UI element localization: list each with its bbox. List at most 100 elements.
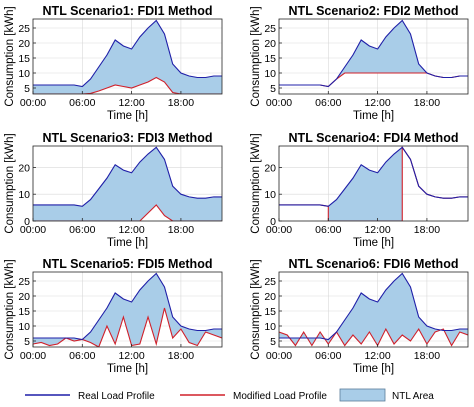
chart-title: NTL Scenario6: FDI6 Method (289, 257, 459, 271)
x-tick-label: 18:00 (168, 97, 194, 109)
y-tick-label: 10 (18, 189, 30, 201)
y-tick-label: 10 (264, 321, 276, 333)
real-load-line (279, 146, 468, 207)
chart-panel-2: 00:00 06:00 12:00 18:00 5 10 15 20 25 NTL Scenari… (250, 4, 469, 122)
x-axis-label: Time [h] (107, 363, 148, 375)
y-tick-label: 20 (264, 38, 276, 50)
legend-modified-label: Modified Load Profile (233, 391, 327, 402)
real-load-line (279, 19, 468, 88)
chart-panel-3: 00:00 06:00 12:00 18:00 0 10 20 NTL Scenario3: … (4, 131, 223, 249)
y-tick-label: 20 (264, 291, 276, 303)
y-tick-label: 10 (18, 321, 30, 333)
ntl-area (279, 147, 468, 221)
y-tick-label: 20 (18, 38, 30, 50)
y-tick-label: 15 (18, 306, 30, 318)
modified-load-line (33, 76, 222, 94)
chart-title: NTL Scenario3: FDI3 Method (43, 131, 213, 145)
real-load-line (279, 272, 468, 341)
y-tick-label: 25 (18, 23, 30, 35)
x-tick-label: 06:00 (315, 350, 341, 362)
y-axis-label: Consumption [kWh] (250, 259, 262, 359)
ntl-area (279, 273, 468, 346)
x-tick-label: 12:00 (364, 97, 390, 109)
x-tick-label: 06:00 (69, 97, 95, 109)
x-tick-label: 12:00 (118, 350, 144, 362)
ntl-area (33, 273, 222, 347)
x-axis-label: Time [h] (107, 110, 148, 122)
y-tick-label: 15 (264, 53, 276, 65)
y-axis-label: Consumption [kWh] (250, 6, 262, 106)
y-axis-label: Consumption [kWh] (4, 259, 16, 359)
x-tick-label: 12:00 (118, 97, 144, 109)
axes-box (278, 145, 469, 222)
x-tick-label: 06:00 (315, 97, 341, 109)
modified-load-line (279, 327, 468, 347)
y-tick-label: 10 (264, 68, 276, 80)
x-tick-label: 00:00 (20, 350, 46, 362)
y-tick-label: 25 (264, 276, 276, 288)
y-tick-label: 15 (264, 306, 276, 318)
x-tick-label: 00:00 (266, 97, 292, 109)
y-tick-label: 5 (24, 83, 30, 95)
y-tick-label: 10 (18, 68, 30, 80)
y-tick-label: 25 (18, 276, 30, 288)
x-tick-label: 00:00 (266, 224, 292, 236)
y-tick-label: 20 (18, 162, 30, 174)
y-tick-label: 5 (270, 336, 276, 348)
x-tick-label: 18:00 (414, 97, 440, 109)
x-tick-label: 18:00 (168, 224, 194, 236)
x-tick-label: 18:00 (414, 350, 440, 362)
x-axis-label: Time [h] (353, 237, 394, 249)
real-load-line (33, 272, 222, 341)
chart-title: NTL Scenario1: FDI1 Method (43, 4, 213, 18)
modified-load-line (33, 307, 222, 347)
x-axis-label: Time [h] (353, 363, 394, 375)
axes-box (278, 271, 469, 348)
y-axis-label: Consumption [kWh] (4, 6, 16, 106)
x-tick-label: 12:00 (118, 224, 144, 236)
y-axis-label: Consumption [kWh] (250, 133, 262, 233)
y-tick-label: 20 (18, 291, 30, 303)
x-axis-label: Time [h] (107, 237, 148, 249)
axes-box (32, 271, 223, 348)
chart-panel-1: 00:00 06:00 12:00 18:00 5 10 15 20 25 NTL Scenari… (4, 4, 223, 122)
y-tick-label: 5 (270, 83, 276, 95)
legend-area-swatch (339, 388, 386, 402)
y-axis-label: Consumption [kWh] (4, 133, 16, 233)
y-tick-label: 15 (18, 53, 30, 65)
chart-panel-4: 00:00 06:00 12:00 18:00 0 10 20 NTL Scenario4: … (250, 131, 469, 249)
x-tick-label: 00:00 (20, 97, 46, 109)
chart-panel-5: 00:00 06:00 12:00 18:00 5 10 15 20 25 NTL Scenari… (4, 257, 223, 375)
legend-area-label: NTL Area (392, 391, 434, 402)
y-tick-label: 20 (264, 162, 276, 174)
x-axis-label: Time [h] (353, 110, 394, 122)
x-tick-label: 06:00 (69, 350, 95, 362)
chart-title: NTL Scenario2: FDI2 Method (289, 4, 459, 18)
y-tick-label: 0 (270, 216, 276, 228)
y-tick-label: 10 (264, 189, 276, 201)
ntl-area (33, 147, 222, 221)
ntl-area (33, 20, 222, 94)
x-tick-label: 12:00 (364, 350, 390, 362)
x-tick-label: 00:00 (20, 224, 46, 236)
x-tick-label: 06:00 (69, 224, 95, 236)
x-tick-label: 00:00 (266, 350, 292, 362)
x-tick-label: 18:00 (414, 224, 440, 236)
y-tick-label: 5 (24, 336, 30, 348)
x-tick-label: 12:00 (364, 224, 390, 236)
chart-panel-6: 00:00 06:00 12:00 18:00 5 10 15 20 25 NTL Scenari… (250, 257, 469, 375)
chart-title: NTL Scenario5: FDI5 Method (43, 257, 213, 271)
legend: Real Load Profile Modified Load Profile … (25, 388, 434, 402)
chart-panels: 00:00 06:00 12:00 18:00 5 10 15 20 25 NTL Scenari… (4, 4, 469, 375)
ntl-area (279, 20, 468, 87)
real-load-line (33, 19, 222, 88)
y-tick-label: 0 (24, 216, 30, 228)
axes-box (32, 18, 223, 95)
x-tick-label: 18:00 (168, 350, 194, 362)
x-tick-label: 06:00 (315, 224, 341, 236)
y-tick-label: 25 (264, 23, 276, 35)
axes-box (32, 145, 223, 222)
chart-title: NTL Scenario4: FDI4 Method (289, 131, 459, 145)
axes-box (278, 18, 469, 95)
